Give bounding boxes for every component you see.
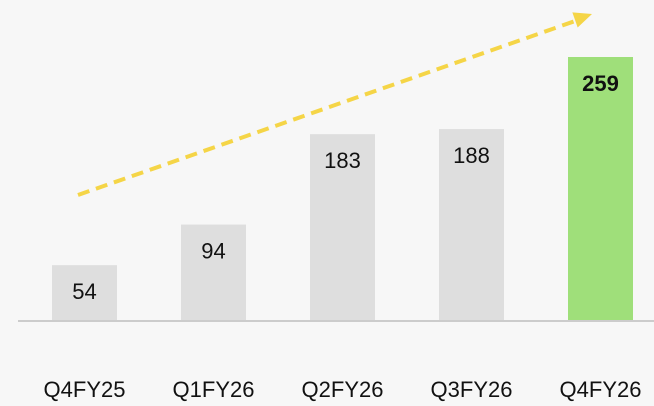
value-label-q4fy25: 54 [72,279,96,304]
bar-q2fy26 [310,134,375,320]
bar-q4fy25 [52,265,117,320]
value-labels-group: 54 94 183 188 259 [72,71,619,304]
x-tick-labels-group: Q4FY25 Q1FY26 Q2FY26 Q3FY26 Q4FY26 [44,377,642,402]
x-tick-q3fy26: Q3FY26 [431,377,513,402]
trend-arrow [77,12,592,197]
value-label-q4fy26: 259 [582,71,619,96]
value-label-q1fy26: 94 [201,239,225,264]
value-label-q2fy26: 183 [324,148,361,173]
x-tick-q1fy26: Q1FY26 [173,377,255,402]
value-label-q3fy26: 188 [453,143,490,168]
bars-group [52,57,633,320]
trend-arrowhead [572,12,592,28]
bar-q4fy26 [568,57,633,320]
bar-q3fy26 [439,129,504,320]
x-tick-q4fy25: Q4FY25 [44,377,126,402]
x-tick-q2fy26: Q2FY26 [302,377,384,402]
trend-line [77,18,579,197]
x-tick-q4fy26: Q4FY26 [560,377,642,402]
bar-q1fy26 [181,224,246,320]
